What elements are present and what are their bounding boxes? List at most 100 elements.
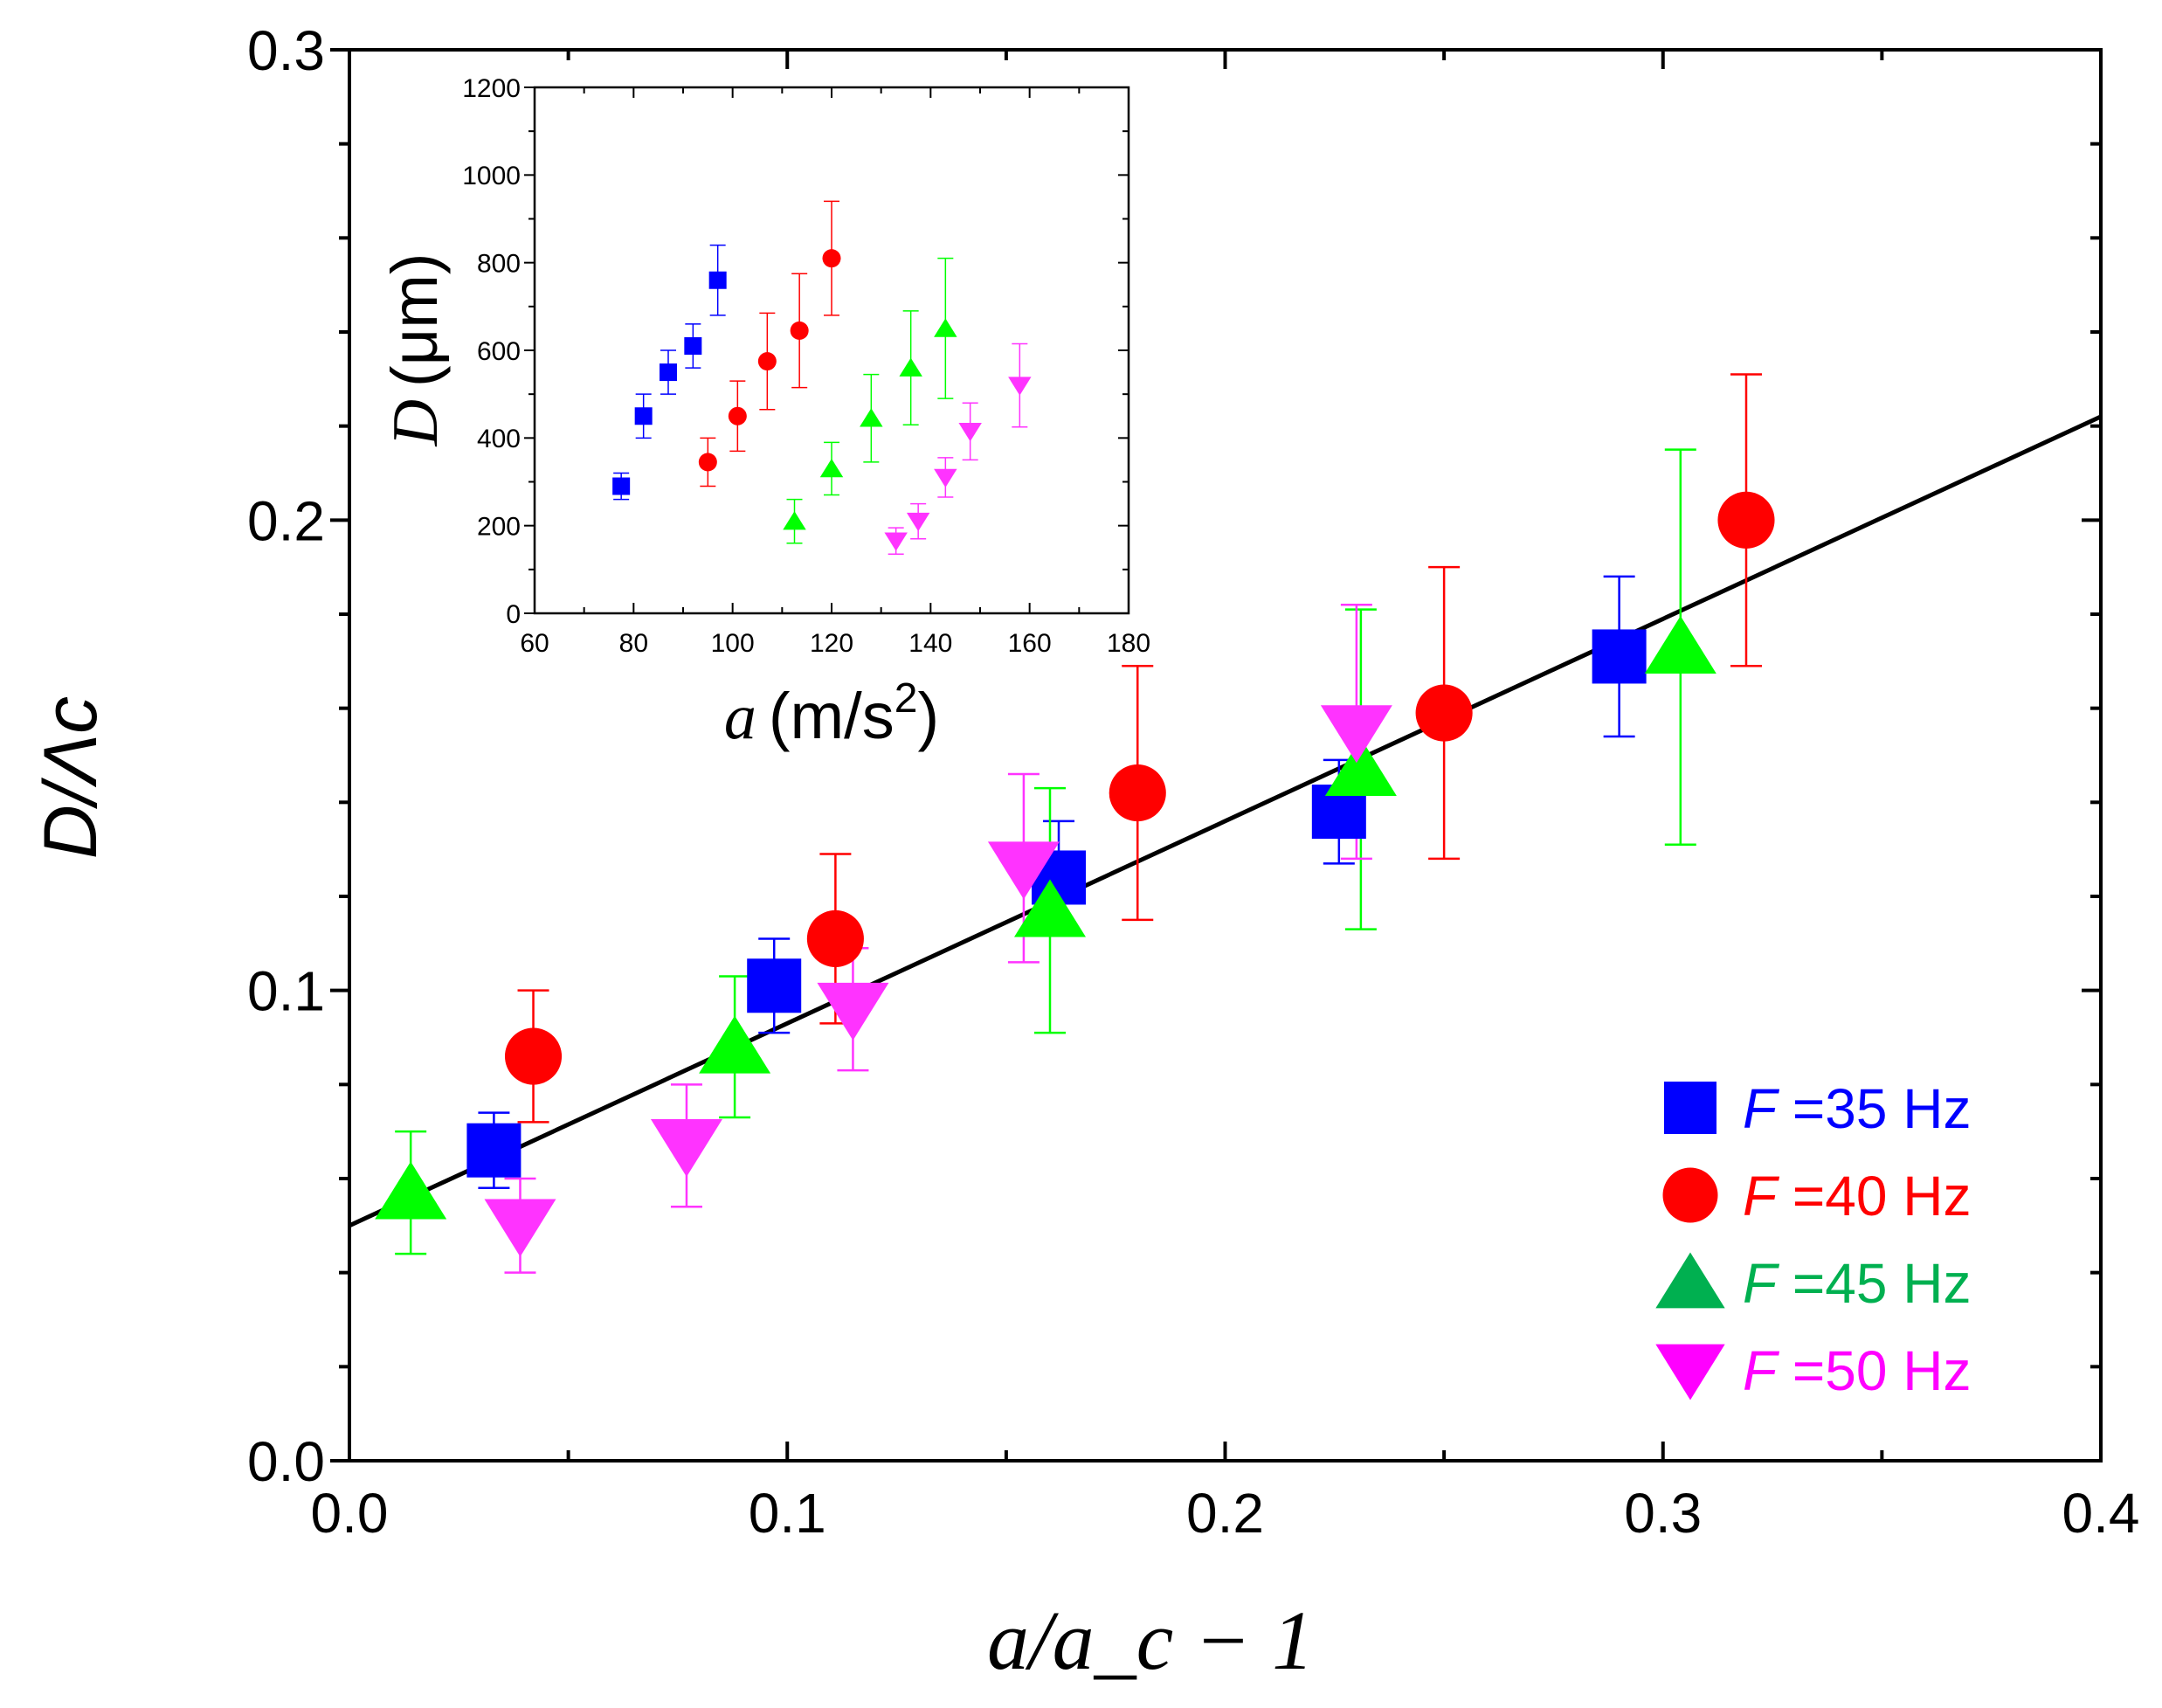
y-tick-label: 600 — [477, 337, 521, 366]
data-point — [1008, 377, 1032, 396]
x-tick-label: 0.4 — [2062, 1482, 2140, 1545]
data-point — [728, 406, 747, 425]
inset-markers — [612, 249, 1032, 551]
data-point — [906, 512, 930, 532]
x-tick-label: 0.2 — [1186, 1482, 1264, 1545]
data-point — [699, 1015, 771, 1074]
data-point — [806, 909, 864, 967]
legend-marker — [1655, 1344, 1725, 1400]
data-point — [817, 982, 889, 1041]
legend-item: F =40 Hz — [1662, 1165, 1971, 1227]
inset-x-axis-label-sup: 2 — [895, 675, 918, 722]
data-point — [708, 271, 727, 289]
inset-axis-ticks — [524, 86, 1129, 614]
legend-label-var: F — [1743, 1252, 1780, 1315]
inset-x-axis-label-close: ) — [917, 680, 939, 752]
y-tick-label: 1000 — [462, 162, 521, 190]
legend-label-text: =50 Hz — [1777, 1339, 1971, 1402]
data-point — [934, 468, 957, 488]
main-axis-ticks — [330, 48, 2103, 1463]
data-point — [1320, 705, 1392, 764]
data-point — [1644, 616, 1716, 674]
inset-x-axis-label-text: a (m/s2) — [724, 675, 939, 753]
data-point — [899, 357, 922, 377]
data-point — [660, 363, 677, 382]
data-point — [1717, 491, 1775, 549]
x-tick-label: 100 — [711, 629, 755, 658]
inset-x-axis-label-unit: (m/s — [769, 680, 895, 752]
data-point — [650, 1119, 722, 1177]
data-point — [747, 958, 802, 1013]
main-y-axis-label-text: D/Λc — [29, 696, 113, 859]
y-tick-label: 800 — [477, 249, 521, 278]
x-tick-label: 0.3 — [1624, 1482, 1702, 1545]
legend-marker — [1655, 1252, 1725, 1309]
data-point — [1324, 738, 1397, 796]
legend-label-var: F — [1743, 1339, 1780, 1402]
data-point — [1109, 764, 1166, 822]
data-point — [819, 458, 844, 478]
legend-label-text: =35 Hz — [1777, 1077, 1971, 1140]
x-tick-label: 140 — [908, 629, 952, 658]
data-point — [698, 453, 717, 472]
legend-label: F =45 Hz — [1743, 1252, 1971, 1315]
data-point — [1014, 879, 1086, 937]
legend: F =35 HzF =40 HzF =45 HzF =50 Hz — [1655, 1077, 1971, 1402]
inset-plot: 60 80 100 120 140 160 180 0 200 400 600 800 1000 1200 — [462, 74, 1150, 658]
x-tick-label: 60 — [520, 629, 549, 658]
data-point — [504, 1027, 563, 1085]
y-tick-label: 0.1 — [247, 960, 325, 1023]
inset-x-axis-label: a (m/s2) — [724, 675, 939, 753]
data-point — [757, 352, 777, 371]
data-point — [860, 408, 883, 427]
main-y-axis-label: D/Λc — [29, 696, 113, 859]
x-tick-label: 180 — [1107, 629, 1150, 658]
data-point — [884, 532, 908, 551]
data-point — [987, 841, 1060, 900]
legend-item: F =45 Hz — [1655, 1252, 1971, 1315]
legend-label: F =35 Hz — [1743, 1077, 1971, 1140]
data-point — [783, 511, 806, 530]
y-tick-label: 0 — [506, 600, 521, 629]
y-tick-label: 0.0 — [247, 1430, 325, 1493]
data-point — [822, 249, 841, 268]
data-point — [1592, 629, 1647, 684]
y-tick-label: 0.2 — [247, 489, 325, 552]
x-tick-label: 0.0 — [311, 1482, 389, 1545]
x-tick-label: 120 — [810, 629, 853, 658]
y-tick-label: 400 — [477, 425, 521, 453]
legend-label-text: =40 Hz — [1777, 1165, 1971, 1227]
x-tick-label: 0.1 — [749, 1482, 826, 1545]
main-plot: 0.0 0.1 0.2 0.3 0.4 0.0 0.1 0.2 0.3 — [247, 19, 2139, 1545]
data-point — [634, 407, 653, 425]
data-point — [790, 321, 809, 340]
data-point — [934, 318, 957, 337]
y-tick-label: 0.3 — [247, 19, 325, 82]
main-tick-labels: 0.0 0.1 0.2 0.3 0.4 0.0 0.1 0.2 0.3 — [247, 19, 2139, 1545]
data-point — [466, 1123, 522, 1178]
inset-y-axis-label-var: D — [380, 399, 452, 446]
main-markers — [375, 491, 1775, 1257]
data-point — [958, 423, 982, 442]
linear-fit-line — [348, 414, 2103, 1228]
data-point — [375, 1161, 447, 1220]
inset-tick-labels: 60 80 100 120 140 160 180 0 200 400 600 800 1000 1200 — [462, 74, 1150, 658]
x-tick-label: 80 — [619, 629, 648, 658]
legend-item: F =35 Hz — [1664, 1077, 1971, 1140]
y-tick-label: 200 — [477, 512, 521, 541]
legend-label: F =50 Hz — [1743, 1339, 1971, 1402]
legend-label-text: =45 Hz — [1777, 1252, 1971, 1315]
data-point — [684, 336, 702, 355]
inset-y-axis-label: D (μm) — [378, 252, 452, 446]
inset-plot-frame — [533, 86, 1130, 615]
legend-marker — [1664, 1082, 1716, 1134]
legend-marker — [1662, 1167, 1718, 1223]
legend-label-var: F — [1743, 1165, 1780, 1227]
data-point — [1415, 684, 1473, 742]
data-point — [484, 1199, 556, 1257]
inset-y-axis-label-text: D (μm) — [378, 252, 452, 446]
y-tick-label: 1200 — [462, 74, 521, 103]
legend-label-var: F — [1743, 1077, 1780, 1140]
